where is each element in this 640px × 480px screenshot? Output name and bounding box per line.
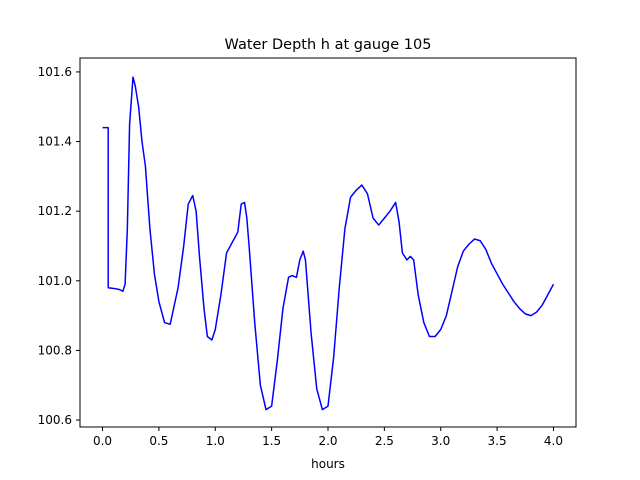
- y-tick-label: 100.8: [38, 343, 72, 357]
- y-tick-label: 101.6: [38, 65, 72, 79]
- x-axis-label: hours: [311, 457, 345, 471]
- y-tick-label: 101.4: [38, 135, 72, 149]
- y-tick-label: 101.0: [38, 274, 72, 288]
- x-tick-label: 3.5: [488, 434, 507, 448]
- series-line: [102, 76, 555, 411]
- x-tick-label: 1.0: [206, 434, 225, 448]
- x-tick-label: 2.5: [375, 434, 394, 448]
- x-axis-ticks: 0.0 0.5 1.0 1.5 2.0 2.5 3.0 3.5 4.0: [93, 427, 563, 448]
- y-axis-ticks: 100.6 100.8 101.0 101.2 101.4 101.6: [38, 65, 80, 427]
- plot-area: [79, 57, 577, 428]
- y-tick-label: 100.6: [38, 413, 72, 427]
- x-tick-label: 0.5: [149, 434, 168, 448]
- x-tick-label: 2.0: [318, 434, 337, 448]
- x-tick-label: 4.0: [544, 434, 563, 448]
- x-tick-label: 0.0: [93, 434, 112, 448]
- chart-title: Water Depth h at gauge 105: [225, 37, 432, 53]
- series-layer: [102, 76, 555, 411]
- x-tick-label: 1.5: [262, 434, 281, 448]
- x-tick-label: 3.0: [431, 434, 450, 448]
- y-tick-label: 101.2: [38, 204, 72, 218]
